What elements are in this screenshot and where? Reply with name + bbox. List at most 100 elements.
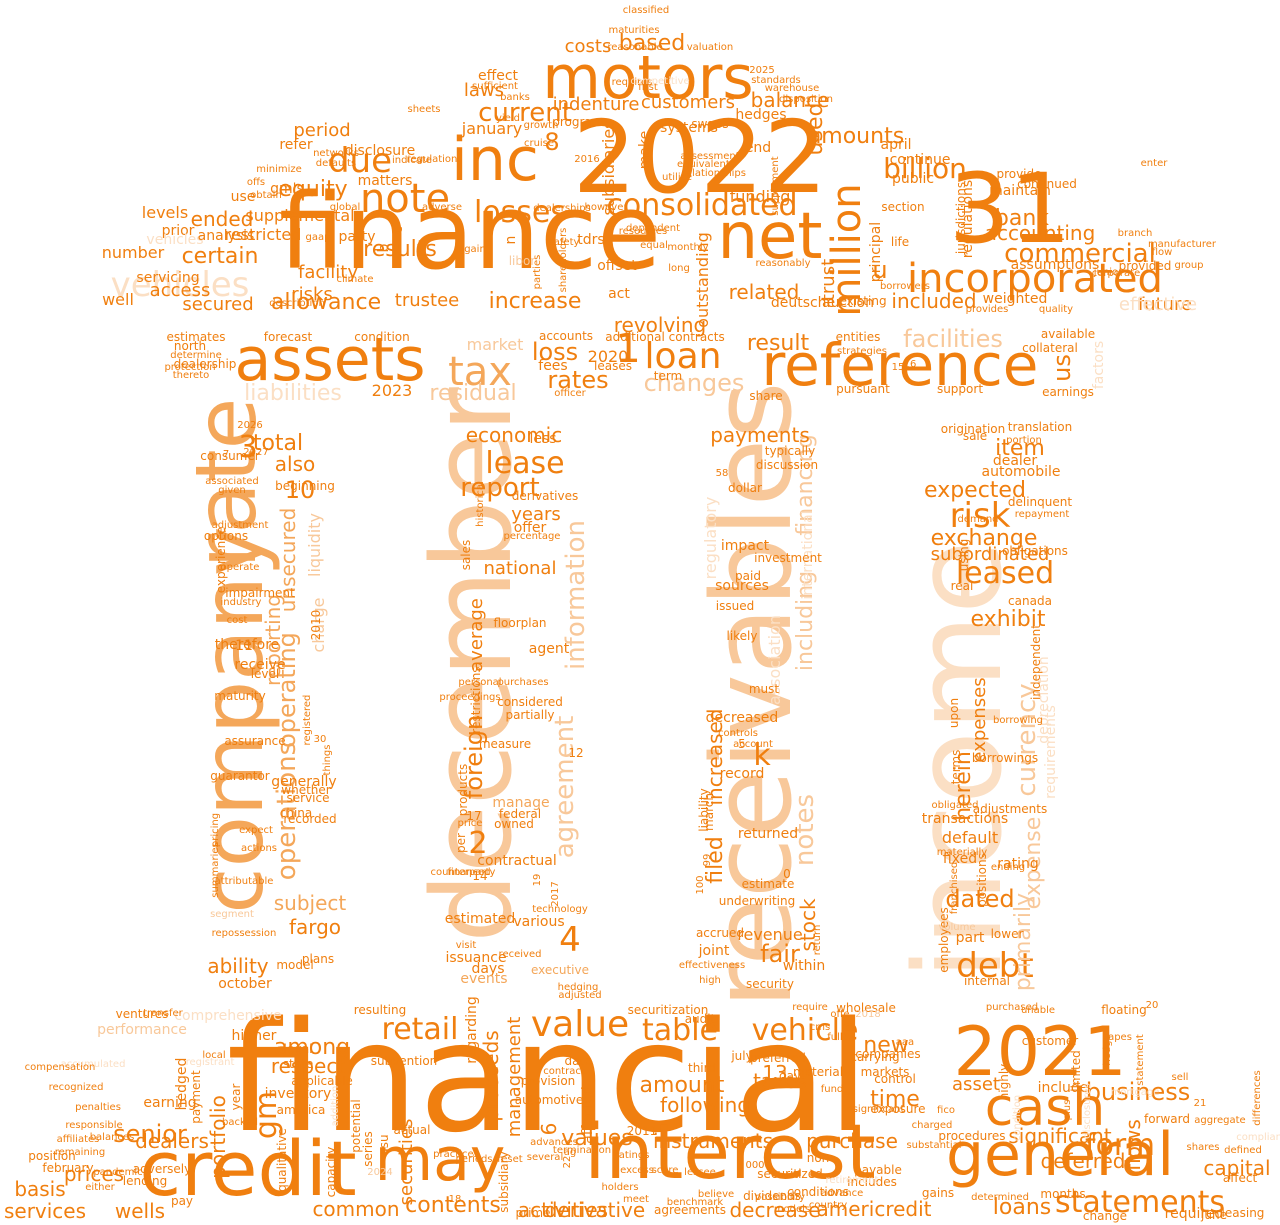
word-party: party <box>339 229 376 245</box>
word-dealership: dealership <box>174 357 237 371</box>
word-2022: 2022 <box>573 99 828 216</box>
word-shareholders: shareholders <box>558 228 569 293</box>
word-gm-s: gm's <box>270 181 304 197</box>
word-resources: resources <box>619 226 667 237</box>
word-leased: leased <box>956 556 1054 591</box>
word-controls: controls <box>718 728 758 739</box>
word-depreciation: depreciation <box>1036 656 1052 743</box>
word-sources: sources <box>715 578 769 594</box>
word-certain: certain <box>182 244 259 269</box>
word-hedge: hedge <box>1102 1034 1113 1065</box>
word-disclosure: disclosure <box>345 143 415 159</box>
word-also: also <box>275 452 315 476</box>
word-indenture: indenture <box>553 94 640 115</box>
word-qualitative: qualitative <box>275 1128 289 1192</box>
word-products: products <box>456 764 470 816</box>
word-inventory: inventory <box>265 1086 332 1102</box>
word-related: related <box>729 280 800 304</box>
word-item: item <box>995 436 1045 461</box>
word-considered: considered <box>497 695 563 709</box>
word-international: international <box>800 510 816 599</box>
word-months: months <box>1040 1187 1085 1201</box>
word-registrant: registrant <box>186 1057 235 1068</box>
word-december: december <box>408 386 536 942</box>
word-mortgage: mortgage <box>1111 1087 1160 1098</box>
word-resulting: resulting <box>354 1003 407 1017</box>
word-principal: principal <box>868 222 884 282</box>
word-financing: financing <box>793 434 818 535</box>
word-b: b <box>376 243 392 252</box>
word-analysis: analysis <box>198 228 255 244</box>
word-general: general <box>946 1120 1174 1190</box>
word-country: country <box>809 1200 847 1211</box>
word-subject: subject <box>274 891 347 915</box>
word-assurance: assurance <box>224 734 285 748</box>
word-expenses: expenses <box>969 677 990 762</box>
word-gain: gain <box>464 244 486 255</box>
word-condition: condition <box>354 330 409 344</box>
word-2018: 2018 <box>855 1009 880 1020</box>
word-underwriting: underwriting <box>719 894 796 908</box>
word-debt: debt <box>956 946 1033 986</box>
word-experience: experience <box>214 527 228 594</box>
word-risks: risks <box>291 284 333 305</box>
word-2024: 2024 <box>367 1167 392 1178</box>
word-10: 10 <box>285 476 316 504</box>
word-flows: flows <box>1121 1119 1145 1171</box>
word-subsidiary: subsidiary <box>497 1151 511 1212</box>
word-cost: cost <box>227 615 248 626</box>
word-global: global <box>330 202 361 213</box>
word-using: using <box>957 539 971 571</box>
word-herein: herein <box>951 751 976 821</box>
word-account: account <box>733 739 773 750</box>
word-federal: federal <box>499 807 541 821</box>
word-facility: facility <box>298 262 358 283</box>
word-ended: ended <box>191 207 254 231</box>
word-results: results <box>363 237 437 262</box>
word-provision: provision <box>521 1074 576 1088</box>
word-paid: paid <box>735 569 761 583</box>
word-leases: leases <box>594 359 632 373</box>
word-continue: continue <box>890 152 951 168</box>
word-reasonable: reasonable <box>607 42 662 53</box>
word-lessee: lessee <box>684 1167 716 1178</box>
word-form: form <box>1085 1128 1155 1163</box>
word-30: 30 <box>314 734 327 745</box>
word-due: due <box>328 141 392 181</box>
word-estimated: estimated <box>445 911 516 927</box>
word-agent: agent <box>529 641 570 657</box>
word-dealer: dealer <box>993 453 1038 469</box>
word-capacity: capacity <box>324 1147 338 1198</box>
word-responsible: responsible <box>65 1120 122 1131</box>
word-funding: funding <box>730 187 791 206</box>
word-2: 2 <box>468 826 487 861</box>
word-time: time <box>870 1087 920 1112</box>
word-n: n <box>503 236 519 245</box>
word-used: used <box>803 103 828 156</box>
word-accounting: accounting <box>985 221 1096 245</box>
word-revenue: revenue <box>737 925 803 944</box>
word-reasonably: reasonably <box>755 258 810 269</box>
word-supplemental: supplemental <box>245 206 354 225</box>
word-derivative: derivative <box>545 1198 645 1222</box>
word-trust: trust <box>818 259 839 301</box>
word-available: available <box>1041 327 1095 341</box>
word-classified: classified <box>623 5 669 16</box>
word-transfer: transfer <box>143 1008 183 1019</box>
word-disclosures: disclosures <box>1082 1083 1093 1139</box>
word-portion: portion <box>1006 435 1042 446</box>
word-actual: actual <box>394 1123 431 1137</box>
word-comprehensive: comprehensive <box>174 1008 281 1024</box>
word-applicable: applicable <box>291 1074 353 1088</box>
word-recorded: recorded <box>283 812 336 826</box>
word-aggregate: aggregate <box>1194 1115 1245 1126</box>
word-borrowers: borrowers <box>880 281 930 292</box>
word-attributable: attributable <box>215 876 274 887</box>
word-change: change <box>1083 1209 1127 1223</box>
word-addition: addition <box>330 1086 341 1127</box>
word-14: 14 <box>472 869 487 883</box>
word-services: services <box>4 1199 86 1223</box>
word-dependent: dependent <box>626 223 680 234</box>
word-ending: ending <box>991 862 1025 873</box>
word-adjustments: adjustments <box>973 802 1048 816</box>
